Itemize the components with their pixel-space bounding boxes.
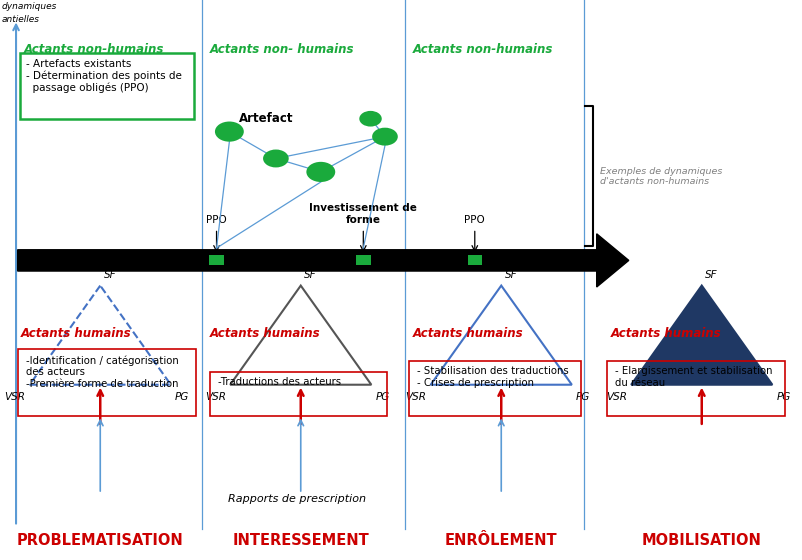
Text: Actants non- humains: Actants non- humains bbox=[210, 43, 354, 56]
Text: PPO: PPO bbox=[206, 214, 227, 225]
Text: SF: SF bbox=[504, 270, 517, 280]
Text: SF: SF bbox=[103, 270, 116, 280]
Text: Actants humains: Actants humains bbox=[210, 328, 321, 340]
Text: - Elargissement et stabilisation
du réseau: - Elargissement et stabilisation du rése… bbox=[615, 366, 772, 388]
FancyArrow shape bbox=[18, 234, 629, 287]
Text: VSR: VSR bbox=[606, 392, 627, 402]
Text: PG: PG bbox=[776, 392, 791, 402]
Bar bbox=[356, 255, 371, 265]
Text: INTERESSEMENT: INTERESSEMENT bbox=[233, 533, 369, 548]
Polygon shape bbox=[631, 286, 772, 385]
Text: Actants non-humains: Actants non-humains bbox=[24, 43, 164, 56]
Text: SF: SF bbox=[705, 270, 718, 280]
Text: VSR: VSR bbox=[5, 392, 26, 402]
Text: dynamiques: dynamiques bbox=[2, 2, 57, 11]
Text: Artefact: Artefact bbox=[239, 112, 294, 125]
Text: PG: PG bbox=[375, 392, 390, 402]
Text: Actants humains: Actants humains bbox=[413, 328, 524, 340]
Text: PG: PG bbox=[175, 392, 189, 402]
Bar bbox=[409, 361, 581, 416]
Text: - Artefacts existants
- Détermination des points de
  passage obligés (PPO): - Artefacts existants - Détermination de… bbox=[26, 59, 181, 93]
Text: -Identification / catégorisation
des acteurs
-Première forme de traduction: -Identification / catégorisation des act… bbox=[26, 355, 178, 389]
Circle shape bbox=[215, 122, 244, 142]
Text: PG: PG bbox=[576, 392, 590, 402]
Bar bbox=[468, 255, 482, 265]
Text: antielles: antielles bbox=[2, 15, 39, 24]
Text: Actants non-humains: Actants non-humains bbox=[413, 43, 553, 56]
Text: PPO: PPO bbox=[464, 214, 485, 225]
Text: VSR: VSR bbox=[205, 392, 226, 402]
Text: SF: SF bbox=[304, 270, 317, 280]
Circle shape bbox=[359, 111, 382, 127]
Bar bbox=[18, 349, 196, 416]
Bar bbox=[607, 361, 785, 416]
Text: MOBILISATION: MOBILISATION bbox=[642, 533, 762, 548]
Circle shape bbox=[306, 162, 335, 182]
Text: -Traductions des acteurs: -Traductions des acteurs bbox=[218, 377, 342, 388]
Text: Actants humains: Actants humains bbox=[21, 328, 132, 340]
Circle shape bbox=[263, 150, 289, 167]
Text: Investissement de
forme: Investissement de forme bbox=[310, 203, 417, 225]
Text: - Stabilisation des traductions
- Crises de prescription: - Stabilisation des traductions - Crises… bbox=[417, 366, 569, 388]
Text: Exemples de dynamiques
d'actants non-humains: Exemples de dynamiques d'actants non-hum… bbox=[600, 167, 723, 186]
Text: Rapports de prescription: Rapports de prescription bbox=[228, 494, 366, 504]
Bar bbox=[20, 53, 194, 119]
Text: ENRÔLEMENT: ENRÔLEMENT bbox=[445, 533, 557, 548]
Text: PROBLEMATISATION: PROBLEMATISATION bbox=[17, 533, 184, 548]
Bar bbox=[209, 255, 224, 265]
Text: Actants humains: Actants humains bbox=[611, 328, 722, 340]
Circle shape bbox=[372, 128, 398, 146]
Bar bbox=[210, 372, 387, 416]
Text: VSR: VSR bbox=[406, 392, 427, 402]
